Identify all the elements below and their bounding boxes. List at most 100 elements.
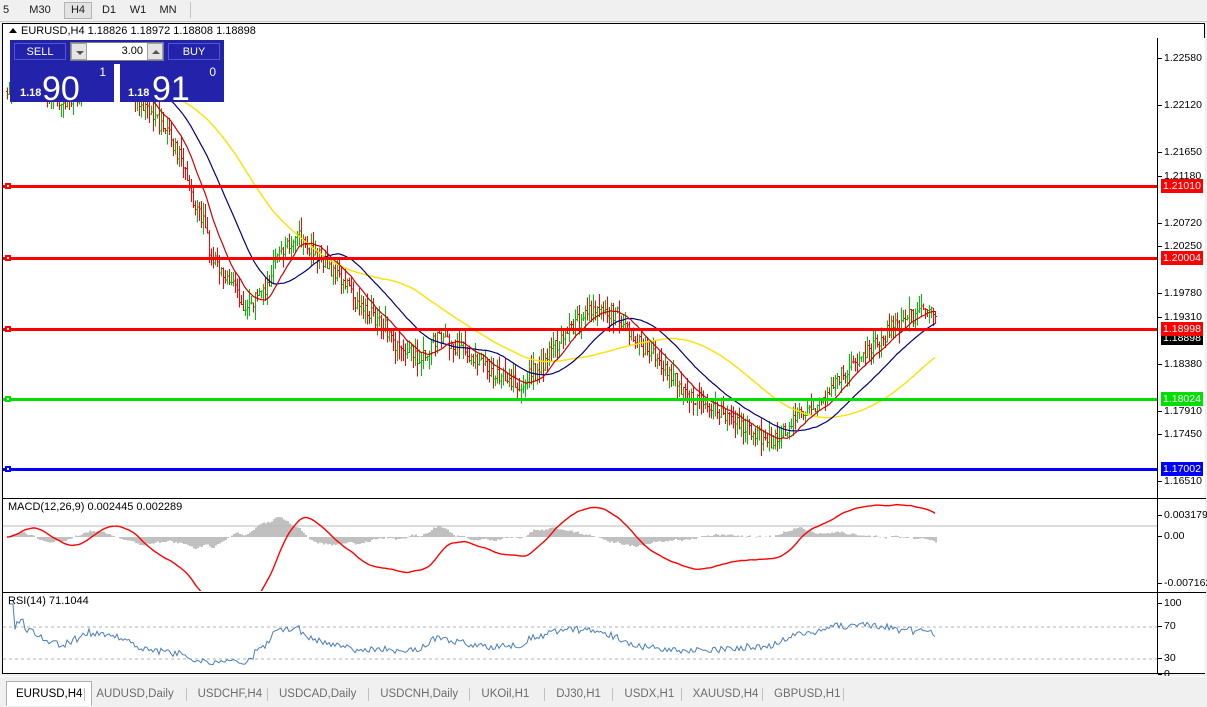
tab-separator [762,688,763,701]
chart-tab-dj30-h1[interactable]: DJ30,H1 [547,683,610,705]
chart-window: EURUSD,H4 1.18826 1.18972 1.18808 1.1889… [2,23,1205,674]
price-level-handle[interactable] [5,396,11,402]
rsi-chart-svg [3,593,1157,673]
one-click-trading-panel[interactable]: SELL 3.00 BUY 1.18 90 1 1.18 91 0 [10,40,224,102]
tab-separator [84,688,85,701]
timeframe-mn[interactable]: MN [153,2,183,19]
scale-label: 1.18380 [1164,358,1202,370]
scale-tick [1158,176,1162,177]
rsi-label: RSI(14) 71.1044 [8,595,89,607]
scale-divider-macd [1158,498,1206,499]
timeframe-m30[interactable]: M30 [24,2,56,19]
rsi-scale-tick [1158,674,1162,675]
tab-separator [681,688,682,701]
chart-tab-eurusd-h4[interactable]: EURUSD,H4 [6,681,92,706]
scale-tick [1158,317,1162,318]
sell-button[interactable]: SELL [14,43,66,60]
macd-pane[interactable]: MACD(12,26,9) 0.002445 0.002289 [3,498,1157,591]
macd-scale-tick [1158,536,1162,537]
timeframe-d1[interactable]: D1 [95,2,123,19]
chevron-down-icon [76,51,84,55]
rsi-scale-tick [1158,626,1162,627]
macd-label: MACD(12,26,9) 0.002445 0.002289 [8,501,182,513]
scale-divider-rsi [1158,592,1206,593]
price-level-handle[interactable] [5,183,11,189]
macd-scale-label: -0.007162 [1164,577,1207,589]
page-title: EURUSD,H4 1.18826 1.18972 1.18808 1.1889… [21,25,256,37]
time-axis-line [3,673,1157,674]
macd-scale-label: 0.003179 [1164,509,1207,521]
chart-tab-usdcad-daily[interactable]: USDCAD,Daily [270,683,365,705]
buy-quote-fraction: 0 [209,65,216,79]
volume-input[interactable]: 3.00 [70,42,164,61]
chart-tab-xauusd-h4[interactable]: XAUUSD,H4 [684,683,768,705]
chart-tab-audusd-daily[interactable]: AUDUSD,Daily [87,683,182,705]
buy-button[interactable]: BUY [168,43,220,60]
rsi-scale-tick [1158,603,1162,604]
scale-tick [1158,411,1162,412]
tab-separator [612,688,613,701]
price-badge-red[interactable]: 1.18998 [1161,322,1203,336]
tab-separator [267,688,268,701]
sell-quote[interactable]: 1.18 90 1 [10,63,114,102]
price-level-support-green[interactable] [3,398,1157,401]
chart-tab-usdcnh-daily[interactable]: USDCNH,Daily [371,683,467,705]
chart-tab-gbpusd-h1[interactable]: GBPUSD,H1 [765,683,849,705]
buy-quote-prefix: 1.18 [128,87,149,99]
price-level-handle[interactable] [5,255,11,261]
price-badge-green[interactable]: 1.18024 [1161,392,1203,406]
collapse-triangle-icon[interactable] [9,28,17,33]
rsi-pane[interactable]: RSI(14) 71.1044 [3,592,1157,673]
scale-label: 1.17450 [1164,428,1202,440]
rsi-scale-label: 100 [1164,597,1182,609]
timeframe-toolbar: 5 M30 H1 H4 D1 W1 MN [0,0,1207,22]
price-level-handle[interactable] [5,326,11,332]
scale-label: 1.22580 [1164,52,1202,64]
tab-separator [469,688,470,701]
volume-increment-button[interactable] [147,43,163,60]
scale-tick [1158,434,1162,435]
rsi-scale-label: 30 [1164,652,1176,664]
timeframe-h4[interactable]: H4 [64,2,92,19]
rsi-scale-tick [1158,658,1162,659]
rsi-line [9,604,935,665]
macd-scale-label: 0.00 [1164,530,1184,542]
scale-label: 1.17910 [1164,405,1202,417]
price-badge-blue[interactable]: 1.17002 [1161,462,1203,476]
buy-quote[interactable]: 1.18 91 0 [120,63,224,102]
chart-tab-ukoil-h1[interactable]: UKOil,H1 [472,683,538,705]
price-level-resistance-2[interactable] [3,257,1157,260]
sell-quote-prefix: 1.18 [20,87,41,99]
scale-tick [1158,246,1162,247]
tab-separator [186,688,187,701]
timeframe-m5[interactable]: 5 [0,2,20,19]
scale-label: 1.21650 [1164,146,1202,158]
scale-tick [1158,293,1162,294]
chart-tab-usdchf-h4[interactable]: USDCHF,H4 [189,683,272,705]
scale-tick [1158,223,1162,224]
buy-quote-pips: 91 [152,72,190,106]
price-level-handle[interactable] [5,466,11,472]
price-level-support-blue[interactable] [3,468,1157,471]
scale-tick [1158,364,1162,365]
price-level-resistance-3[interactable] [3,328,1157,331]
tab-separator [843,688,844,701]
scale-tick [1158,105,1162,106]
price-level-resistance-1[interactable] [3,185,1157,188]
scale-label: 1.19780 [1164,287,1202,299]
rsi-scale-label: 70 [1164,620,1176,632]
chart-tab-usdx-h1[interactable]: USDX,H1 [615,683,683,705]
volume-decrement-button[interactable] [71,43,87,60]
timeframe-w1[interactable]: W1 [124,2,152,19]
toolbar-separator [190,2,191,18]
macd-scale-tick [1158,583,1162,584]
scale-tick [1158,152,1162,153]
tab-separator [368,688,369,701]
price-badge-red[interactable]: 1.20004 [1161,251,1203,265]
price-badge-red[interactable]: 1.21010 [1161,179,1203,193]
chart-title-row: EURUSD,H4 1.18826 1.18972 1.18808 1.1889… [3,24,1204,38]
scale-label: 1.16510 [1164,475,1202,487]
scale-label: 1.20720 [1164,217,1202,229]
